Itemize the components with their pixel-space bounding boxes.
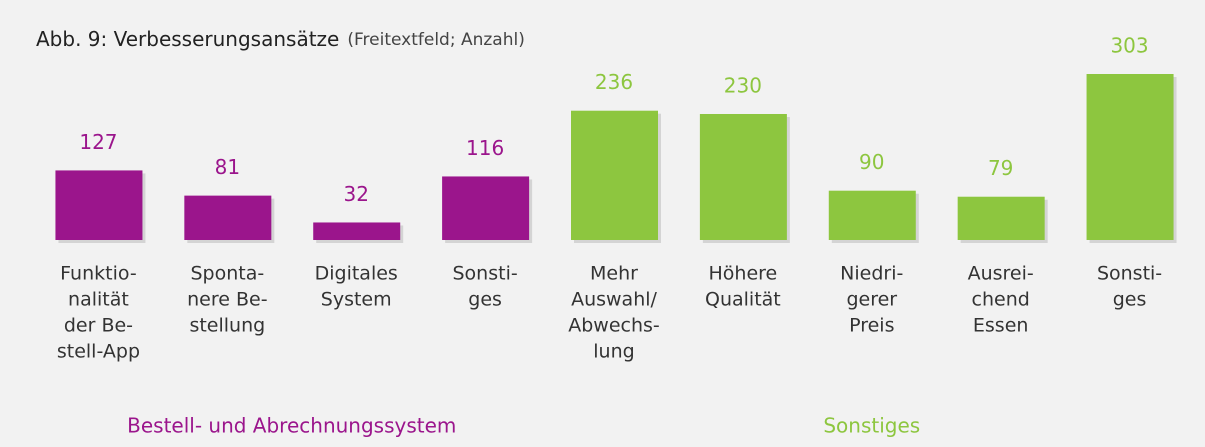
value-label: 230 [724,73,762,97]
bar [1086,74,1174,240]
x-tick-label: der Be- [64,315,133,337]
x-tick-label: Höhere [709,263,778,285]
x-tick-label: Sponta- [190,263,264,285]
value-label: 116 [466,136,504,160]
group-label: Bestell- und Abrechnungssystem [127,414,456,438]
bar [313,222,401,240]
bar [828,190,916,240]
x-tick-label: Niedri- [840,263,903,285]
x-tick-label: gerer [846,289,897,311]
x-tick-label: Preis [849,315,894,337]
x-tick-label: lung [593,341,634,363]
x-tick-label: System [321,289,392,311]
x-tick-label: nere Be- [187,289,267,311]
x-tick-label: stell-App [57,341,140,363]
bar [55,170,143,240]
x-tick-label: chend [972,289,1030,311]
value-label: 90 [859,150,884,174]
bar [184,195,272,240]
x-tick-label: Sonsti- [453,263,518,285]
x-tick-label: Digitales [315,263,398,285]
x-tick-label: Mehr [590,263,638,285]
value-label: 303 [1110,34,1148,58]
x-tick-label: Sonsti- [1097,263,1162,285]
x-tick-label: ges [1113,289,1147,311]
value-label: 32 [343,182,368,206]
title-main: Abb. 9: Verbesserungsansätze [36,27,339,51]
bar [957,196,1045,240]
x-tick-label: stellung [189,315,265,337]
x-tick-label: Ausrei- [968,263,1034,285]
value-label: 236 [595,70,633,94]
x-tick-label: Abwechs- [568,315,660,337]
bar [699,113,787,240]
x-tick-label: Essen [973,315,1029,337]
x-tick-label: Qualität [705,289,781,311]
bar [571,110,658,240]
value-label: 127 [79,130,117,154]
chart-title: Abb. 9: Verbesserungsansätze (Freitextfel… [36,27,525,51]
value-label: 79 [988,156,1013,180]
bar [442,176,530,240]
x-tick-label: ges [468,289,502,311]
x-tick-label: nalität [68,289,129,311]
x-tick-label: Auswahl/ [571,289,657,311]
group-label: Sonstiges [823,414,920,438]
x-tick-label: Funktio- [60,263,137,285]
chart-subtitle: (Freitextfeld; Anzahl) [347,30,525,50]
value-label: 81 [215,155,240,179]
